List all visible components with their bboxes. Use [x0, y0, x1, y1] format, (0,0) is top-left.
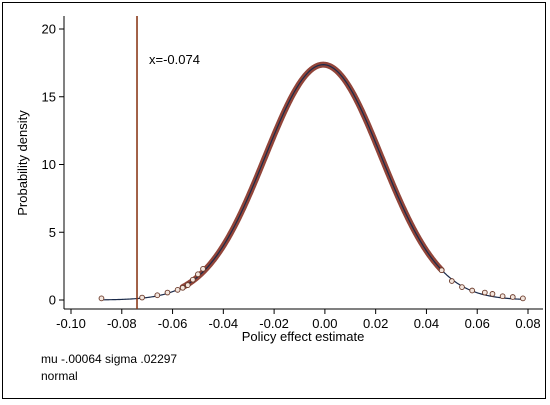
- x-tick-label: 0.04: [414, 316, 439, 331]
- y-tick-label: 0: [49, 293, 56, 308]
- data-point: [190, 276, 196, 283]
- y-axis-label: Probability density: [15, 110, 30, 216]
- data-point: [195, 271, 201, 278]
- data-point: [448, 278, 455, 284]
- data-point: [489, 291, 496, 297]
- data-point: [481, 289, 488, 296]
- data-point: [438, 267, 445, 274]
- data-point: [184, 282, 191, 288]
- density-band: [179, 61, 445, 291]
- x-tick-label: -0.10: [56, 316, 86, 331]
- y-tick-label: 5: [49, 225, 56, 240]
- figure-frame: 0 5 10 15 20 -0.10 -0.08 -0.06 -0.04 -0.02 0.00 0.…: [2, 2, 546, 399]
- x-tick-label: 0.08: [515, 316, 540, 331]
- data-point: [139, 294, 145, 301]
- data-point: [154, 292, 161, 299]
- y-tick-label: 20: [42, 22, 56, 37]
- normal-curve: [101, 64, 523, 301]
- x-tick-label: 0.00: [312, 316, 337, 331]
- data-point: [520, 295, 526, 302]
- y-ticks: 0 5 10 15 20: [42, 22, 64, 308]
- data-point: [459, 284, 465, 290]
- data-point: [179, 284, 186, 291]
- data-point: [469, 287, 475, 294]
- data-point: [499, 293, 506, 300]
- x-tick-label: -0.06: [158, 316, 188, 331]
- data-point: [98, 295, 105, 302]
- x-axis-label: Policy effect estimate: [242, 329, 365, 344]
- data-point: [174, 286, 181, 293]
- y-tick-label: 15: [42, 89, 56, 104]
- reference-label: x=-0.074: [149, 52, 200, 67]
- y-tick-label: 10: [42, 157, 56, 172]
- fit-params-note: mu -.00064 sigma .02297: [41, 352, 178, 366]
- data-point: [200, 265, 206, 272]
- x-tick-label: 0.06: [465, 316, 490, 331]
- x-tick-label: -0.04: [209, 316, 239, 331]
- x-ticks: -0.10 -0.08 -0.06 -0.04 -0.02 0.00 0.02 0.04 0.0…: [56, 309, 541, 331]
- x-tick-label: -0.08: [107, 316, 137, 331]
- density-chart: 0 5 10 15 20 -0.10 -0.08 -0.06 -0.04 -0.02 0.00 0.…: [15, 16, 543, 344]
- x-tick-label: 0.02: [363, 316, 388, 331]
- data-point: [509, 294, 516, 300]
- data-point: [164, 289, 171, 296]
- x-tick-label: -0.02: [259, 316, 289, 331]
- distribution-note: normal: [41, 369, 78, 383]
- tail-points: [98, 265, 526, 302]
